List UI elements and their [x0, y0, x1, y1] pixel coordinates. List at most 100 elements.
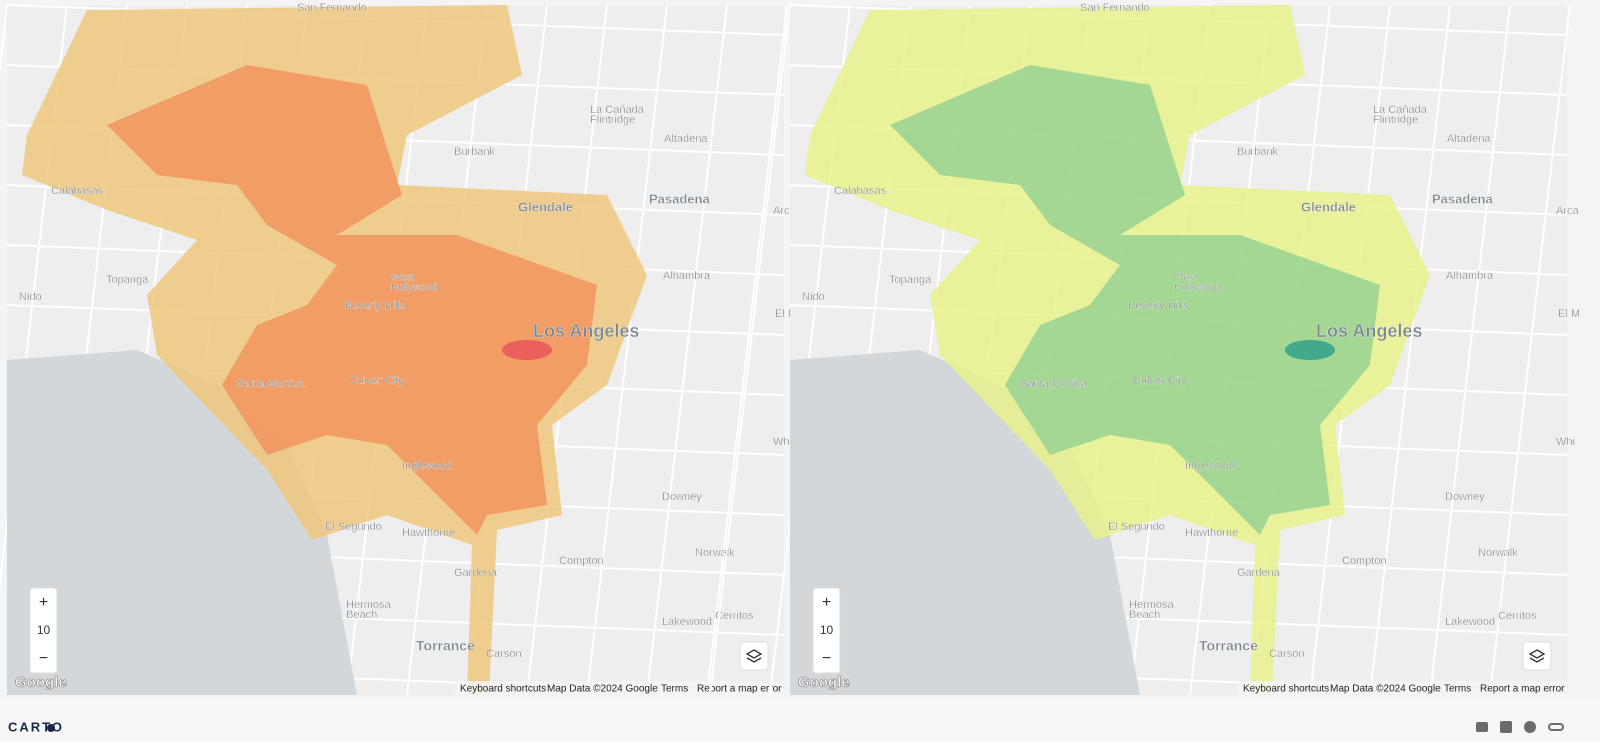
attribution-link[interactable]: Terms [661, 684, 688, 695]
place-label: Pasadena [1432, 191, 1493, 206]
place-label: Calabasas [51, 185, 103, 197]
zoom-level: 10 [820, 623, 834, 637]
attribution-link[interactable]: Report a map error [1480, 684, 1565, 695]
zoom-level: 10 [37, 623, 51, 637]
place-label: El Segundo [1108, 521, 1165, 533]
attribution-bg [1238, 681, 1567, 695]
place-label: Hollywood [1174, 283, 1220, 294]
place-label: Los Angeles [1316, 321, 1422, 341]
place-label: Santa Monica [1020, 378, 1088, 390]
place-label: Arca [1556, 205, 1580, 217]
place-label: Hawthorne [402, 527, 455, 539]
attribution-link[interactable]: Map Data ©2024 Google [1330, 684, 1441, 695]
place-label: Topanga [889, 274, 932, 286]
place-label: Los Angeles [533, 321, 639, 341]
layers-button[interactable] [739, 641, 769, 671]
twitter-icon[interactable] [1476, 722, 1488, 732]
place-label: San Fernando [1080, 2, 1150, 14]
place-label: Alhambra [1446, 270, 1494, 282]
layers-icon [745, 649, 763, 663]
road [1369, 4, 1451, 696]
place-label: Pasadena [649, 191, 710, 206]
place-label: Alhambra [663, 270, 711, 282]
place-label: Compton [1342, 555, 1387, 567]
zoom-in[interactable]: + [39, 594, 48, 611]
place-label: Norwalk [1478, 547, 1518, 559]
place-label: Hermosa [1129, 599, 1175, 611]
road [586, 4, 668, 696]
zoom-in[interactable]: + [822, 594, 831, 611]
place-label: Glendale [518, 199, 573, 214]
place-label: La Cañada [1373, 104, 1428, 116]
place-label: Flintridge [590, 114, 635, 126]
place-label: Beverly Hills [1128, 300, 1189, 312]
hex-hotspot [1285, 340, 1335, 360]
linkedin-icon[interactable] [1500, 721, 1512, 733]
place-label: Beach [1129, 609, 1160, 621]
place-label: Hermosa [346, 599, 392, 611]
place-label: Nido [802, 291, 825, 303]
place-label: Downey [662, 491, 702, 503]
link-icon[interactable] [1548, 723, 1564, 731]
place-label: Carson [1269, 648, 1304, 660]
place-label: El Segundo [325, 521, 382, 533]
place-label: Calabasas [834, 185, 886, 197]
zoom-out[interactable]: − [39, 650, 48, 667]
place-label: Flintridge [1373, 114, 1418, 126]
place-label: Burbank [1237, 146, 1278, 158]
hex-layer-core [890, 65, 1380, 535]
layers-icon [1528, 649, 1546, 663]
attribution-link[interactable]: Report a map error [697, 684, 782, 695]
road [646, 4, 728, 696]
place-label: Culver City [1133, 375, 1187, 387]
attribution-link[interactable]: Keyboard shortcuts [1243, 684, 1329, 695]
google-logo: Google [15, 674, 67, 691]
place-label: Torrance [416, 638, 475, 654]
attribution-link[interactable]: Map Data ©2024 Google [547, 684, 658, 695]
place-label: Whi [1556, 436, 1575, 448]
layers-button[interactable] [1522, 641, 1552, 671]
place-label: Hawthorne [1185, 527, 1238, 539]
place-label: Nido [19, 291, 42, 303]
place-label: Whi [773, 436, 792, 448]
facebook-icon[interactable] [1524, 721, 1536, 733]
road [709, 4, 791, 696]
place-label: Topanga [106, 274, 149, 286]
google-logo: Google [798, 674, 850, 691]
place-label: Gardena [454, 567, 498, 579]
road [706, 4, 788, 696]
place-label: Cerritos [715, 610, 754, 622]
place-label: Torrance [1199, 638, 1258, 654]
place-label: Lakewood [662, 616, 712, 628]
place-label: Beach [346, 609, 377, 621]
place-label: Downey [1445, 491, 1485, 503]
place-label: West [391, 273, 414, 284]
social-icons [1476, 721, 1564, 733]
place-label: Santa Monica [237, 378, 305, 390]
place-label: Carson [486, 648, 521, 660]
place-label: Hollywood [391, 283, 437, 294]
place-label: La Cañada [590, 104, 645, 116]
zoom-control: +10 − [812, 587, 841, 674]
place-label: Cerritos [1498, 610, 1537, 622]
attribution-link[interactable]: Terms [1444, 684, 1471, 695]
footer-brand: CARTO [8, 719, 64, 734]
place-label: Altadena [1447, 133, 1491, 145]
place-label: Inglewood [402, 460, 452, 472]
place-label: Gardena [1237, 567, 1281, 579]
place-label: Glendale [1301, 199, 1356, 214]
attribution-link[interactable]: Keyboard shortcuts [460, 684, 546, 695]
hex-layer-core [107, 65, 597, 535]
place-label: Inglewood [1185, 460, 1235, 472]
zoom-box [29, 587, 58, 674]
road [1489, 4, 1571, 696]
place-label: San Fernando [297, 2, 367, 14]
place-label: West [1174, 273, 1197, 284]
zoom-out[interactable]: − [822, 650, 831, 667]
place-label: Compton [559, 555, 604, 567]
place-label: Burbank [454, 146, 495, 158]
place-label: Beverly Hills [345, 300, 406, 312]
